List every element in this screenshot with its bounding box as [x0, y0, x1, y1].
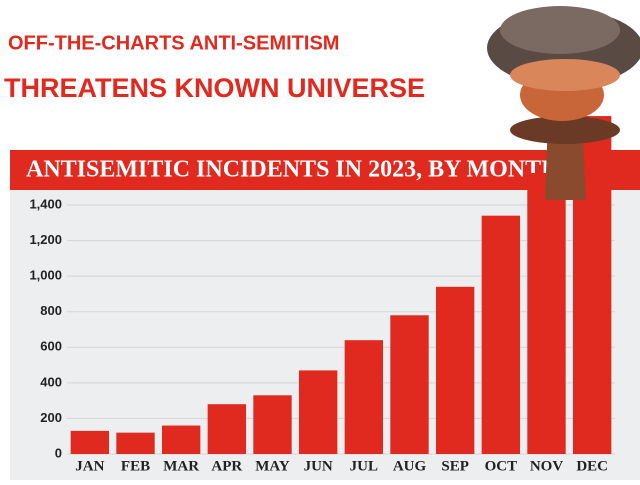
x-tick-label: SEP [441, 458, 469, 474]
bar [116, 432, 155, 454]
x-tick-label: DEC [576, 458, 608, 474]
x-tick-label: MAY [255, 458, 290, 474]
y-tick-label: 0 [55, 445, 62, 460]
cloud-ring [510, 116, 620, 144]
x-tick-label: MAR [163, 458, 199, 474]
x-tick-label: APR [211, 458, 242, 474]
cloud-glow [510, 59, 620, 91]
x-tick-label: JAN [75, 458, 104, 474]
y-tick-label: 1,000 [29, 268, 62, 283]
bar [344, 340, 384, 454]
bar [161, 425, 201, 454]
x-tick-label: FEB [121, 458, 150, 474]
headline: OFF-THE-CHARTS ANTI-SEMITISM [8, 32, 339, 54]
bar [70, 430, 110, 454]
x-tick-label: JUL [350, 458, 378, 474]
bar [253, 395, 292, 454]
x-tick-label: NOV [530, 458, 564, 474]
y-tick-label: 1,400 [29, 196, 62, 211]
bar [481, 215, 521, 454]
y-tick-label: 400 [40, 374, 62, 389]
bar [390, 315, 429, 454]
cloud-cap [500, 6, 620, 54]
y-tick-label: 600 [40, 339, 62, 354]
bar [298, 370, 338, 454]
plot: 0 200 400 600 800 1,000 1,200 1,400 JAN FEB MAR APR… [29, 116, 615, 474]
bar [527, 172, 566, 454]
bar [435, 286, 475, 454]
y-tick-label: 800 [40, 303, 62, 318]
x-tick-label: AUG [393, 458, 427, 474]
bar [207, 404, 247, 454]
x-tick-label: OCT [485, 458, 518, 474]
headline: THREATENS KNOWN UNIVERSE [4, 73, 425, 103]
x-tick-label: JUN [304, 458, 333, 474]
y-tick-label: 1,200 [29, 232, 62, 247]
chart-title: ANTISEMITIC INCIDENTS IN 2023, BY MONTH [26, 157, 560, 183]
y-tick-label: 200 [40, 410, 62, 425]
mushroom-cloud [487, 6, 640, 200]
